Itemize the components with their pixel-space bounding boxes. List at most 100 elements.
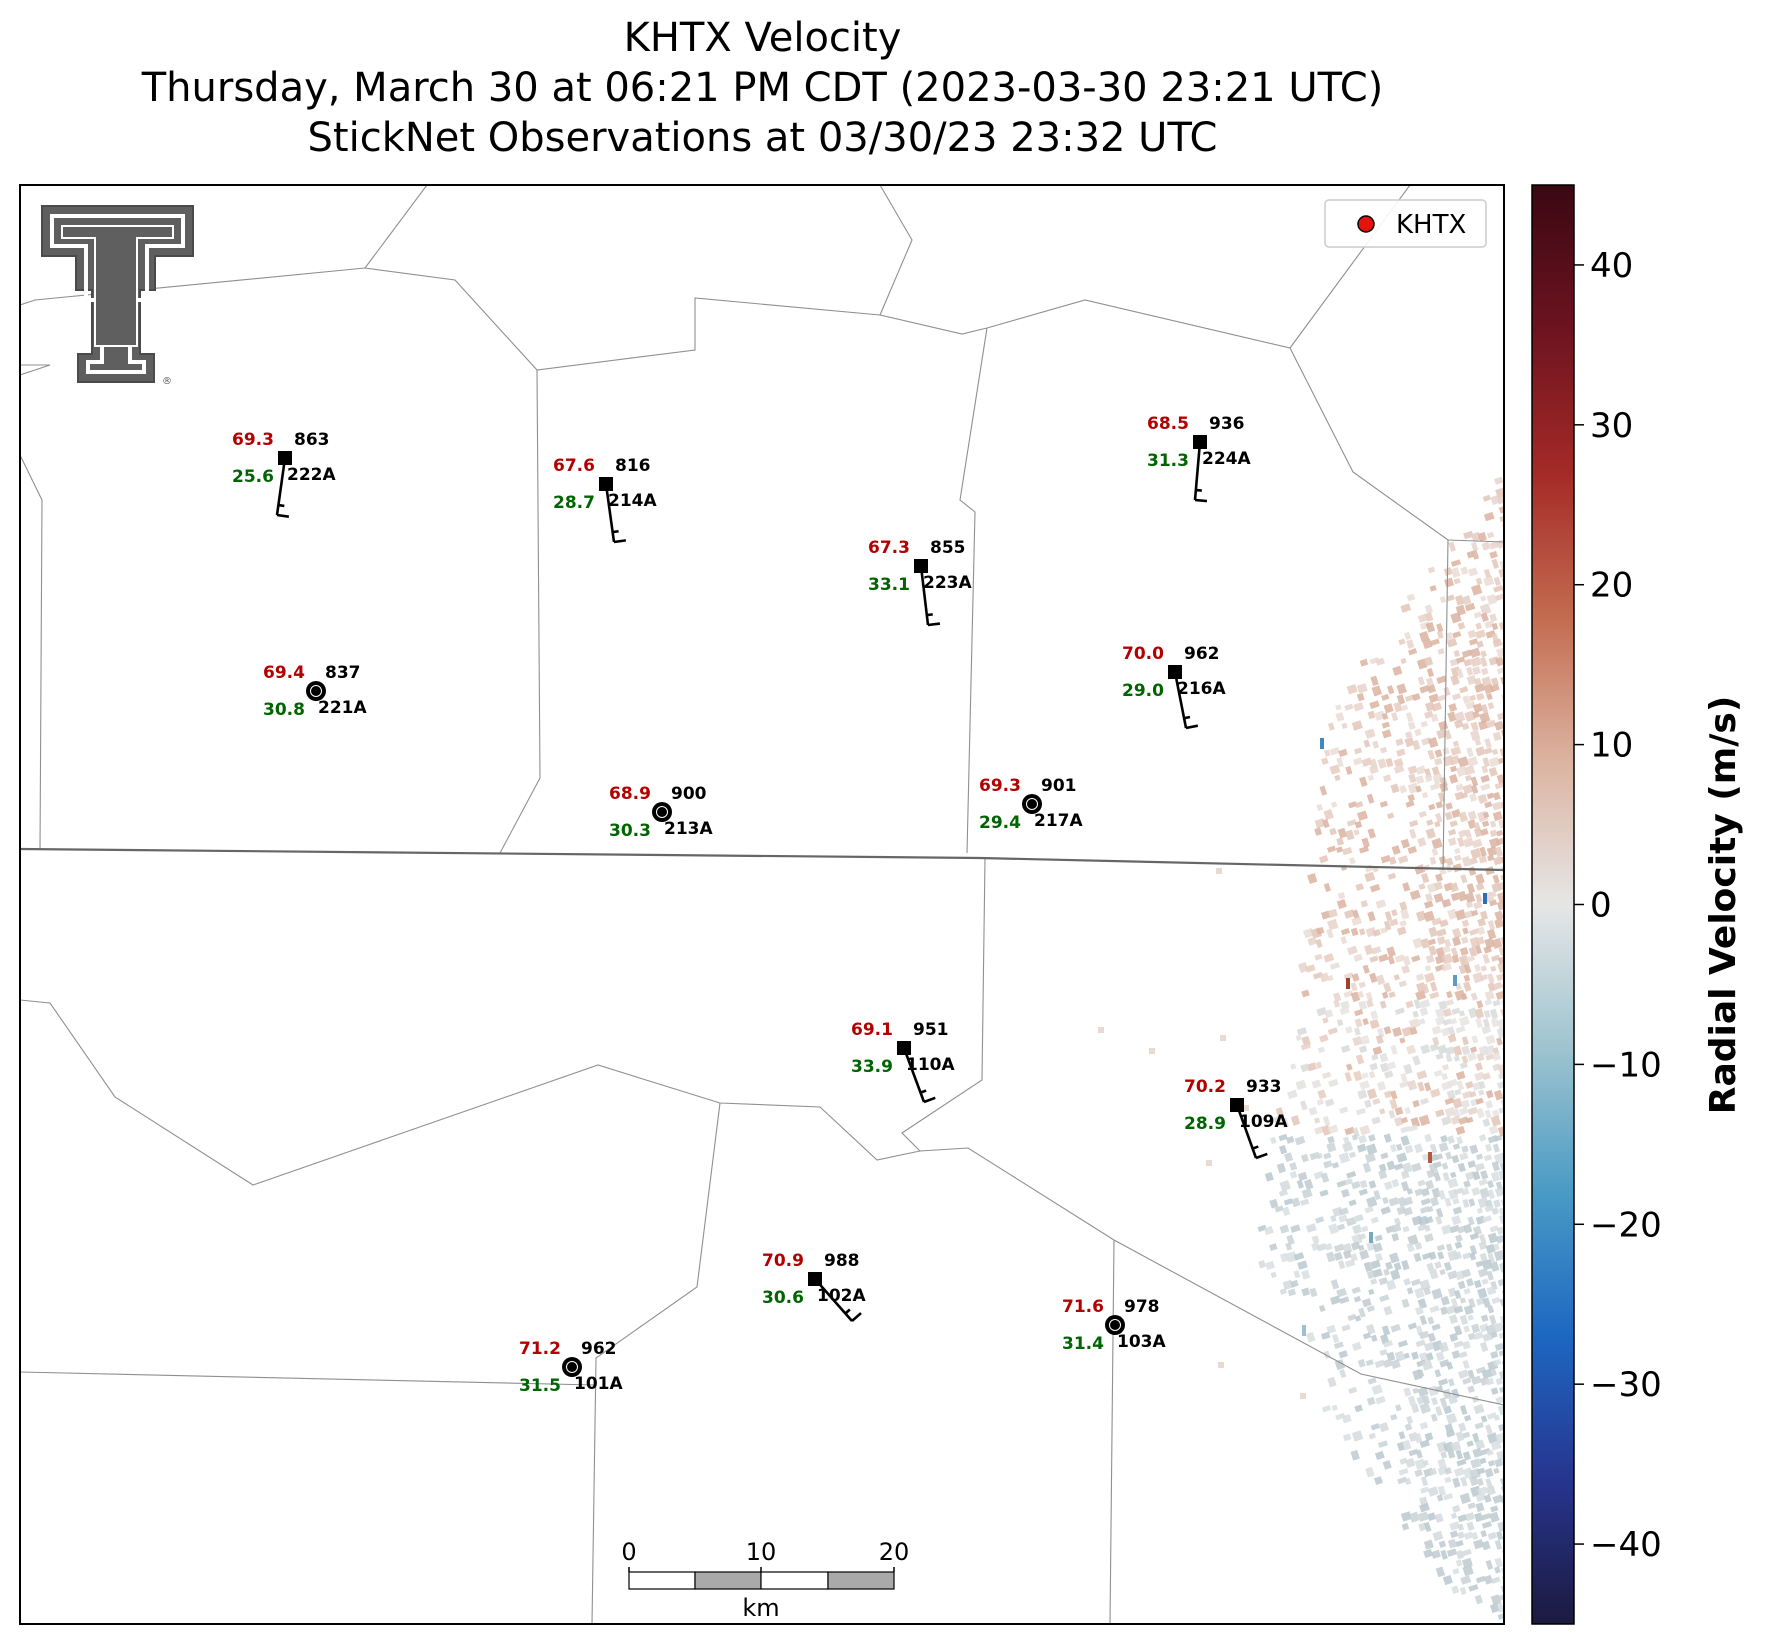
station-plot: 71.2 962 31.5 101A (519, 1339, 623, 1396)
station-plot: 70.9 988 30.6 102A (762, 1251, 866, 1322)
colorbar-tick-label: −40 (1590, 1525, 1662, 1565)
station-pressure: 863 (294, 430, 330, 450)
station-temperature: 69.3 (979, 776, 1021, 796)
colorbar-label: Radial Velocity (m/s) (1703, 696, 1744, 1115)
station-plot: 67.3 855 33.1 223A (868, 538, 972, 627)
wind-barb-flag (1255, 1152, 1268, 1160)
station-pressure: 962 (581, 1339, 617, 1359)
station-pressure: 901 (1041, 776, 1077, 796)
station-plot: 69.3 863 25.6 222A (232, 430, 336, 518)
wind-barb-flag (613, 539, 627, 544)
wind-barb-flag (1183, 715, 1191, 720)
station-id: 110A (906, 1055, 955, 1075)
scale-bar: 0 10 20 km (621, 1538, 909, 1622)
station-temperature: 70.9 (762, 1251, 804, 1271)
station-calm-circle-icon (1105, 1315, 1125, 1335)
wind-barb-flag (1252, 1145, 1259, 1150)
station-dewpoint: 33.9 (851, 1057, 893, 1077)
station-plot: 69.3 901 29.4 217A (979, 776, 1083, 833)
colorbar-gradient (1531, 184, 1575, 1625)
map-title: KHTX Velocity (623, 15, 902, 61)
station-plot: 68.5 936 31.3 224A (1147, 414, 1251, 503)
station-calm-circle-icon (306, 681, 326, 701)
station-dewpoint: 30.6 (762, 1288, 804, 1308)
station-calm-ring (310, 685, 322, 697)
map-subtitle-time: Thursday, March 30 at 06:21 PM CDT (2023… (141, 65, 1384, 111)
station-id: 216A (1177, 679, 1226, 699)
state-border (20, 847, 1504, 872)
station-dewpoint: 25.6 (232, 467, 274, 487)
station-dewpoint: 31.5 (519, 1376, 561, 1396)
station-id: 217A (1034, 811, 1083, 831)
station-plot: 68.9 900 30.3 213A (609, 784, 713, 841)
station-plot: 67.6 816 28.7 214A (553, 456, 657, 544)
station-id: 224A (1202, 449, 1251, 469)
wind-barb-flag (927, 622, 941, 627)
station-id: 214A (608, 491, 657, 511)
radar-velocity-field (1098, 476, 1504, 1620)
wind-barb-flag (920, 1089, 927, 1094)
station-plot: 70.2 933 28.9 109A (1184, 1077, 1288, 1160)
station-dewpoint: 30.8 (263, 700, 305, 720)
county-borders (20, 185, 1504, 1624)
wind-barb-flag (851, 1312, 862, 1322)
scale-tick-0: 0 (621, 1538, 636, 1566)
station-pressure: 988 (824, 1251, 860, 1271)
wind-barb-flag (926, 613, 933, 617)
wind-barb-flag (278, 503, 285, 508)
colorbar-tick-label: −20 (1590, 1205, 1662, 1245)
legend: KHTX (1324, 199, 1487, 248)
colorbar-tick-label: −30 (1590, 1365, 1662, 1405)
station-dewpoint: 28.9 (1184, 1114, 1226, 1134)
station-plot: 69.1 951 33.9 110A (851, 1020, 955, 1104)
map-frame (19, 184, 1505, 1625)
sticknet-stations: 69.3 863 25.6 222A 67.6 816 28.7 214A 67.3 855 33.… (232, 414, 1288, 1396)
colorbar-tick-label: 10 (1590, 726, 1633, 766)
station-id: 101A (574, 1374, 623, 1394)
station-calm-ring (1026, 798, 1038, 810)
station-id: 221A (318, 698, 367, 718)
station-temperature: 70.2 (1184, 1077, 1226, 1097)
wind-barb-flag (1185, 724, 1199, 730)
colorbar-tick-label: 0 (1590, 886, 1612, 926)
station-plot: 71.6 978 31.4 103A (1062, 1297, 1166, 1354)
svg-text:®: ® (162, 376, 172, 387)
scale-tick-20: 20 (879, 1538, 910, 1566)
wind-barb-staff (919, 565, 930, 626)
wind-barb-staff (1173, 671, 1188, 729)
station-dewpoint: 31.3 (1147, 451, 1189, 471)
station-calm-ring (656, 806, 668, 818)
wind-barb-flag (612, 529, 619, 534)
station-pressure: 978 (1124, 1297, 1160, 1317)
station-dewpoint: 31.4 (1062, 1334, 1104, 1354)
station-pressure: 855 (930, 538, 966, 558)
station-plot: 69.4 837 30.8 221A (263, 663, 367, 720)
station-temperature: 69.3 (232, 430, 274, 450)
legend-marker-icon (1357, 215, 1375, 233)
scale-unit: km (742, 1594, 779, 1622)
station-id: 109A (1239, 1112, 1288, 1132)
station-pressure: 951 (913, 1020, 949, 1040)
station-id: 213A (664, 819, 713, 839)
station-temperature: 68.9 (609, 784, 651, 804)
station-dewpoint: 33.1 (868, 575, 910, 595)
station-id: 103A (1117, 1332, 1166, 1352)
station-temperature: 67.3 (868, 538, 910, 558)
station-temperature: 71.6 (1062, 1297, 1104, 1317)
station-id: 222A (287, 465, 336, 485)
station-calm-ring (1109, 1319, 1121, 1331)
legend-label: KHTX (1396, 210, 1466, 240)
colorbar-tick-label: 20 (1590, 566, 1633, 606)
station-dewpoint: 29.4 (979, 813, 1021, 833)
wind-barb-flag (276, 513, 290, 518)
station-pressure: 933 (1246, 1077, 1282, 1097)
station-dewpoint: 30.3 (609, 821, 651, 841)
station-calm-circle-icon (562, 1357, 582, 1377)
station-pressure: 816 (615, 456, 651, 476)
station-id: 102A (817, 1286, 866, 1306)
texas-tech-logo-icon: ® (41, 205, 194, 387)
station-calm-ring (566, 1361, 578, 1373)
wind-barb-flag (1194, 498, 1208, 503)
wind-barb-flag (844, 1308, 851, 1315)
